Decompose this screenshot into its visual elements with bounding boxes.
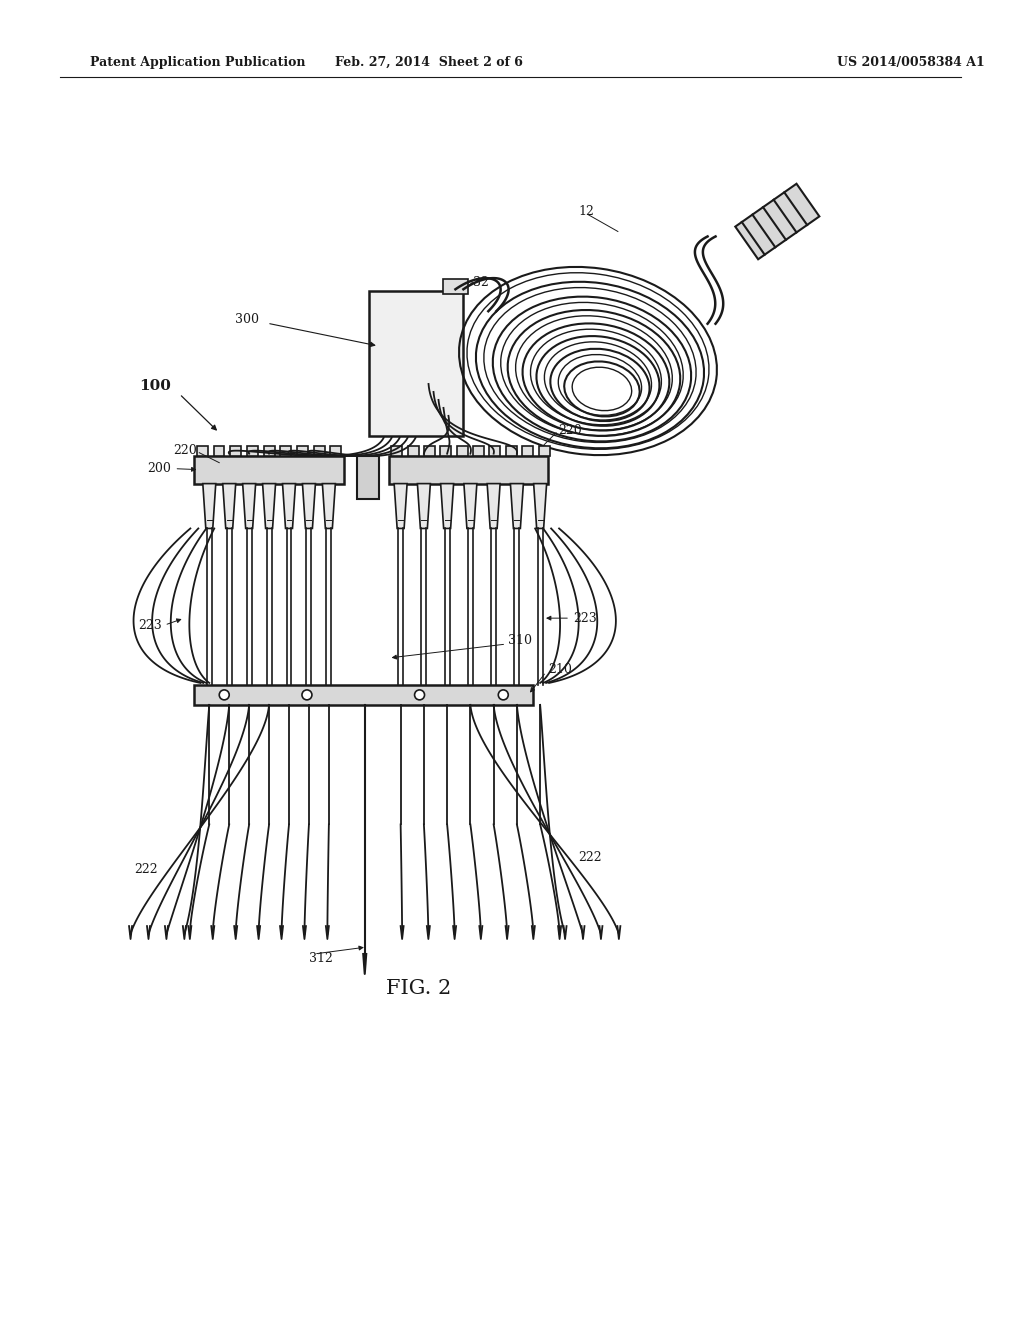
Bar [369,292,464,436]
Polygon shape [302,483,315,528]
Bar [313,446,325,455]
Text: 210: 210 [548,664,572,676]
Bar [473,446,484,455]
Text: 300: 300 [236,313,259,326]
Polygon shape [262,483,275,528]
Text: Patent Application Publication: Patent Application Publication [90,55,305,69]
Text: FIG. 2: FIG. 2 [386,979,452,998]
Polygon shape [223,483,236,528]
Bar [424,446,435,455]
Polygon shape [534,483,547,528]
Bar [263,446,274,455]
Text: Feb. 27, 2014  Sheet 2 of 6: Feb. 27, 2014 Sheet 2 of 6 [335,55,522,69]
Bar [506,446,517,455]
Polygon shape [394,483,408,528]
Circle shape [415,690,425,700]
Bar [281,446,291,455]
Text: 220: 220 [558,424,582,437]
Bar [297,446,308,455]
Bar [195,685,534,705]
Text: 100: 100 [139,379,171,393]
Polygon shape [418,483,430,528]
Polygon shape [440,483,454,528]
Polygon shape [464,483,477,528]
Bar [539,446,550,455]
Bar [440,446,452,455]
Bar [331,446,341,455]
Polygon shape [243,483,256,528]
Bar [195,455,344,483]
Circle shape [499,690,508,700]
Text: 222: 222 [578,851,602,863]
Text: 223: 223 [573,611,597,624]
Bar [489,446,501,455]
Text: 312: 312 [309,953,333,965]
Text: 220: 220 [174,445,198,457]
Polygon shape [323,483,335,528]
Text: 32: 32 [473,276,489,289]
Circle shape [219,690,229,700]
Bar [389,455,548,483]
Bar [391,446,402,455]
Polygon shape [735,183,819,259]
Bar [408,446,419,455]
Bar [443,280,468,294]
Circle shape [302,690,312,700]
Bar [522,446,534,455]
Text: 310: 310 [508,634,532,647]
Bar [457,446,468,455]
Polygon shape [487,483,500,528]
Polygon shape [510,483,523,528]
Text: 200: 200 [147,462,171,475]
Text: 223: 223 [137,619,162,631]
Text: 12: 12 [578,205,594,218]
Polygon shape [283,483,296,528]
Bar [214,446,224,455]
Bar [247,446,258,455]
Bar [197,446,208,455]
Text: US 2014/0058384 A1: US 2014/0058384 A1 [838,55,985,69]
Polygon shape [203,483,216,528]
Bar [356,455,379,499]
Text: 222: 222 [134,863,158,875]
Bar [230,446,242,455]
